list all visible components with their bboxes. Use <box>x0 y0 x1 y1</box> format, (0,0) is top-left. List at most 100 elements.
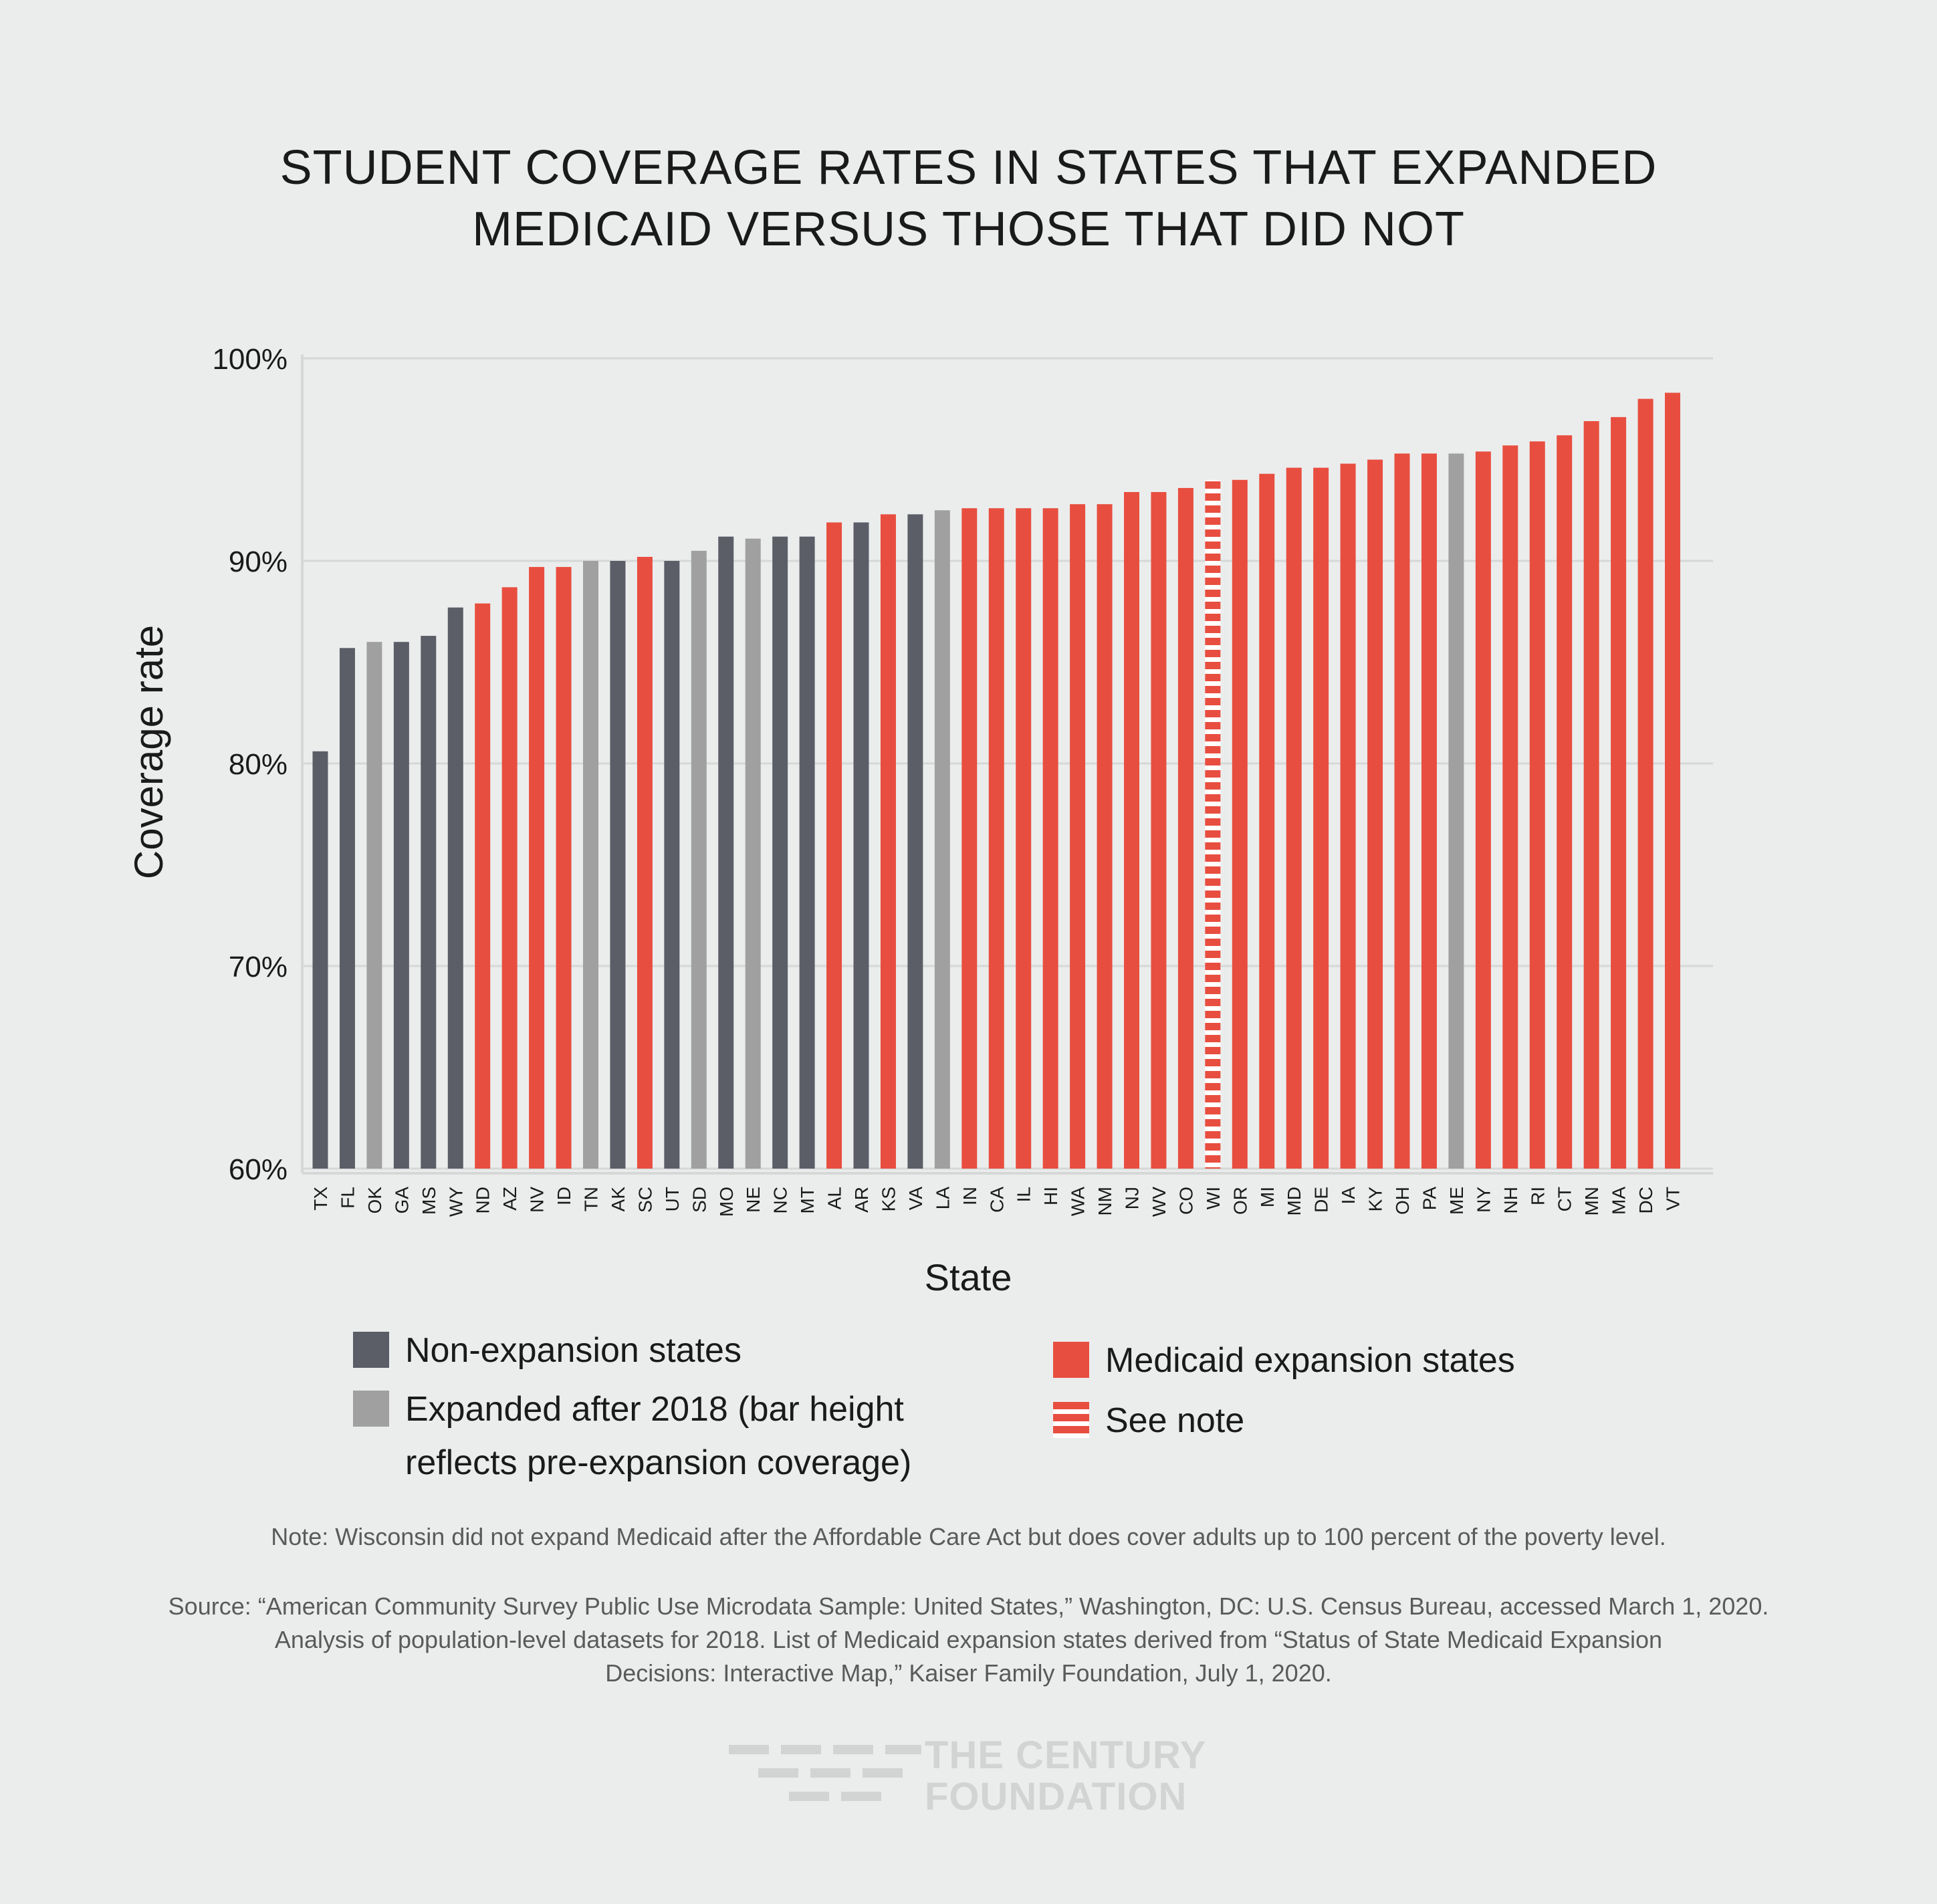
bar-nj <box>1124 491 1139 1169</box>
x-tick-label-wi: WI <box>1203 1187 1224 1209</box>
source-line-1: Source: “American Community Survey Publi… <box>168 1592 1769 1620</box>
legend-swatch-non-expansion <box>353 1332 389 1368</box>
bar-wy <box>447 607 463 1169</box>
y-tick-label: 90% <box>229 546 288 578</box>
bars <box>312 392 1680 1169</box>
bar-la <box>934 510 950 1169</box>
x-tick-label-oh: OH <box>1392 1187 1413 1215</box>
legend-non-expansion: Non-expansion states <box>353 1324 742 1377</box>
chart-source: Source: “American Community Survey Publi… <box>0 1590 1937 1690</box>
bar-tx <box>312 751 328 1169</box>
bar-hi <box>1042 508 1058 1169</box>
x-tick-label-ok: OK <box>364 1187 385 1214</box>
source-line-3: Decisions: Interactive Map,” Kaiser Fami… <box>605 1659 1332 1687</box>
chart-title: STUDENT COVERAGE RATES IN STATES THAT EX… <box>0 137 1937 260</box>
x-tick-label-co: CO <box>1175 1187 1196 1215</box>
legend-expanded-after-2018: Expanded after 2018 (bar height reflects… <box>353 1383 911 1490</box>
x-tick-label-az: AZ <box>499 1187 520 1211</box>
x-tick-label-va: VA <box>905 1187 926 1211</box>
century-foundation-logo-icon <box>729 1745 921 1801</box>
logo-line-1: THE CENTURY <box>925 1734 1207 1777</box>
bar-wv <box>1151 491 1167 1169</box>
bar-al <box>826 522 842 1169</box>
x-tick-label-ny: NY <box>1473 1187 1494 1213</box>
bar-me <box>1448 453 1464 1169</box>
x-tick-label-nm: NM <box>1095 1187 1115 1216</box>
x-tick-label-fl: FL <box>337 1187 358 1209</box>
bar-nd <box>475 603 491 1169</box>
x-tick-label-wy: WY <box>445 1187 466 1217</box>
bar-nm <box>1097 504 1113 1169</box>
x-tick-label-wv: WV <box>1149 1187 1169 1217</box>
x-tick-label-mi: MI <box>1257 1187 1278 1207</box>
x-tick-label-ak: AK <box>608 1187 629 1212</box>
x-axis-label: State <box>925 1256 1012 1298</box>
x-tick-label-nh: NH <box>1500 1187 1521 1213</box>
bar-wi <box>1205 479 1221 1169</box>
y-tick-label: 70% <box>229 951 288 983</box>
bar-chart: 60%70%80%90%100% TX FL OK GA MS WY ND AZ NV ID TN A… <box>126 343 1713 1298</box>
x-tick-label-id: ID <box>554 1187 574 1205</box>
legend-label-see-note: See note <box>1105 1401 1245 1440</box>
bar-mi <box>1259 473 1275 1169</box>
legend-see-note: See note <box>1053 1394 1244 1447</box>
legend-swatch-expanded-after-2018 <box>353 1391 389 1427</box>
bar-tn <box>583 561 598 1169</box>
y-axis-label: Coverage rate <box>126 625 171 879</box>
x-tick-label-ut: UT <box>662 1187 683 1211</box>
bar-az <box>501 587 518 1169</box>
x-tick-label-ne: NE <box>743 1187 764 1213</box>
x-tick-label-dc: DC <box>1635 1187 1656 1213</box>
x-tick-label-md: MD <box>1284 1187 1304 1216</box>
x-tick-label-vt: VT <box>1663 1187 1684 1211</box>
bar-ia <box>1340 463 1356 1169</box>
bar-pa <box>1421 453 1437 1169</box>
x-tick-label-ca: CA <box>986 1187 1007 1213</box>
x-tick-label-tx: TX <box>310 1187 331 1211</box>
legend-label-expanded-after-2018: Expanded after 2018 (bar height reflects… <box>405 1383 911 1490</box>
logo-line-2: FOUNDATION <box>925 1775 1187 1818</box>
chart-title-line-1: STUDENT COVERAGE RATES IN STATES THAT EX… <box>279 141 1658 195</box>
x-tick-label-or: OR <box>1230 1187 1250 1215</box>
x-tick-label-la: LA <box>932 1187 953 1210</box>
x-tick-label-ct: CT <box>1555 1187 1575 1211</box>
bar-md <box>1286 467 1302 1169</box>
x-tick-label-ar: AR <box>851 1187 872 1213</box>
x-tick-label-nd: ND <box>473 1187 493 1213</box>
x-tick-label-ma: MA <box>1609 1187 1629 1215</box>
bar-ar <box>853 522 869 1169</box>
legend-label-non-expansion: Non-expansion states <box>405 1331 742 1370</box>
x-tick-label-hi: HI <box>1040 1187 1061 1205</box>
x-tick-label-ga: GA <box>391 1187 412 1214</box>
bar-ny <box>1475 451 1491 1169</box>
bar-fl <box>339 648 355 1169</box>
chart-title-line-2: MEDICAID VERSUS THOSE THAT DID NOT <box>472 203 1465 256</box>
bar-mo <box>718 536 734 1169</box>
x-tick-label-mo: MO <box>716 1187 737 1217</box>
logo-wordmark: THE CENTURY FOUNDATION <box>925 1735 1206 1818</box>
x-tick-label-sc: SC <box>635 1187 655 1213</box>
bar-ga <box>393 642 409 1169</box>
x-tick-label-me: ME <box>1446 1187 1467 1215</box>
x-tick-label-sd: SD <box>689 1187 709 1213</box>
legend-swatch-medicaid-expansion <box>1053 1342 1089 1378</box>
bar-ms <box>421 636 437 1169</box>
y-tick-label: 60% <box>229 1153 288 1186</box>
bar-id <box>556 567 572 1169</box>
bar-ky <box>1367 459 1383 1169</box>
source-line-2: Analysis of population-level datasets fo… <box>274 1626 1663 1653</box>
x-tick-label-tn: TN <box>581 1187 602 1211</box>
x-tick-label-in: IN <box>959 1187 980 1205</box>
x-axis-ticks: TX FL OK GA MS WY ND AZ NV ID TN AK SC UT SD MO NE NC MT AL… <box>310 1187 1684 1217</box>
bar-mn <box>1583 421 1599 1169</box>
bar-ut <box>664 561 680 1169</box>
x-tick-label-mn: MN <box>1581 1187 1602 1216</box>
x-tick-label-pa: PA <box>1419 1187 1440 1211</box>
x-tick-label-nc: NC <box>770 1187 791 1213</box>
chart-note: Note: Wisconsin did not expand Medicaid … <box>271 1523 1666 1550</box>
bar-il <box>1016 508 1032 1169</box>
x-tick-label-wa: WA <box>1068 1187 1089 1216</box>
bar-va <box>907 514 923 1169</box>
bar-ne <box>745 538 761 1169</box>
x-tick-label-ms: MS <box>419 1187 439 1215</box>
